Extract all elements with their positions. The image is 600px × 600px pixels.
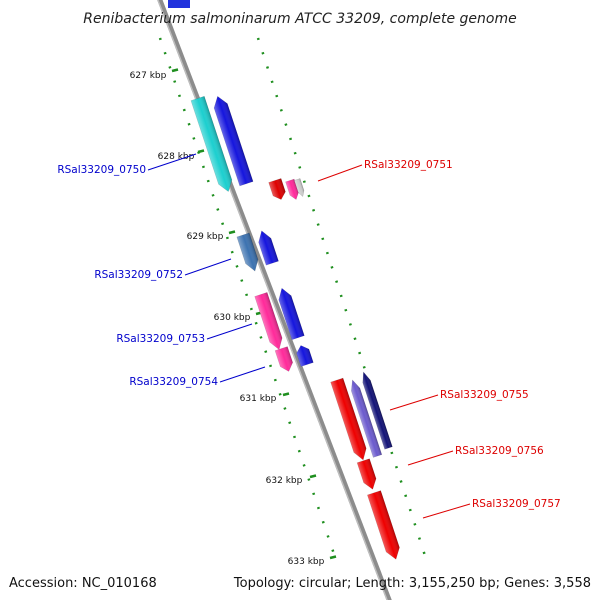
gene-arrow-shading [330,378,367,460]
kbp-ticks: 627 kbp 628 kbp 629 kbp 630 kbp 631 kbp 632 k… [130,68,337,567]
gene-feature-0755c [362,371,393,450]
genome-backbone-highlight [157,0,388,600]
gene-arrow-shading [294,178,304,197]
gene-label-rsal33209-0751[interactable]: RSal33209_0751 [364,159,453,171]
gene-arrow-shading [190,96,232,192]
kbp-tick-label: 629 kbp [187,232,224,242]
kbp-tick-mark [197,149,205,154]
gene-arrow-shading [214,96,254,186]
kbp-tick-label: 633 kbp [288,557,325,567]
gene-feature-0750b [213,95,254,187]
map-title: Renibacterium salmoninarum ATCC 33209, c… [83,11,516,27]
gene-feature-0756 [356,458,377,490]
kbp-tick-mark [228,230,236,235]
kbp-tick-mark [329,555,337,560]
gene-feature-0752 [236,232,259,272]
gene-leader-line [407,450,454,466]
gene-arrow-shading [351,380,382,458]
gene-leader-line [389,394,439,411]
gene-label-rsal33209-0752[interactable]: RSal33209_0752 [94,269,183,281]
gene-label-rsal33209-0755[interactable]: RSal33209_0755 [440,389,529,401]
gene-arrow-shading [268,178,286,200]
gene-feature-0754b [296,345,314,367]
gene-feature-0751 [268,178,286,200]
gene-feature-0754 [274,346,293,372]
clipped-gene-top [168,0,190,8]
kbp-tick-mark [309,474,317,479]
gene-leader-line [147,153,197,171]
genome-summary-text: Topology: circular; Length: 3,155,250 bp… [233,576,591,591]
gene-leader-line [219,366,266,383]
forward-tick-guide [158,37,338,561]
gene-label-rsal33209-0753[interactable]: RSal33209_0753 [116,333,205,345]
gene-feature-0751c [294,178,305,198]
gene-arrow-shading [357,458,377,490]
accession-text: Accession: NC_010168 [9,576,157,591]
gene-arrow-shading [362,372,393,450]
gene-leader-line [422,503,471,519]
kbp-tick-label: 631 kbp [240,394,277,404]
kbp-tick-label: 628 kbp [158,152,195,162]
kbp-tick-label: 627 kbp [130,71,167,81]
gene-feature-0753b [278,287,305,341]
gene-leader-line [206,323,253,340]
gene-feature-0750 [190,95,233,192]
gene-label-rsal33209-0757[interactable]: RSal33209_0757 [472,498,561,510]
gene-feature-0752b [258,230,279,266]
gene-feature-0755 [330,377,367,461]
gene-feature-0755b [351,379,383,458]
gene-feature-0757 [367,490,400,560]
gene-feature-0753 [254,292,283,350]
gene-labels: RSal33209_0750 RSal33209_0751 RSal33209_07… [57,153,561,519]
gene-leader-line [184,258,232,276]
kbp-tick-mark [282,392,290,397]
gene-arrow-shading [367,490,400,560]
gene-arrow-shading [258,230,279,266]
gene-label-rsal33209-0756[interactable]: RSal33209_0756 [455,445,544,457]
gene-arrow-shading [254,292,283,350]
gene-label-rsal33209-0754[interactable]: RSal33209_0754 [129,376,218,388]
kbp-tick-mark [171,68,179,73]
gene-features [190,95,400,560]
kbp-tick-label: 630 kbp [214,313,251,323]
gene-arrow-shading [236,232,258,272]
gene-arrow-shading [278,288,305,340]
gene-label-rsal33209-0750[interactable]: RSal33209_0750 [57,164,146,176]
kbp-tick-label: 632 kbp [266,476,303,486]
gene-feature-0751b [285,178,299,200]
gene-arrow-shading [285,179,299,200]
genome-backbone [157,0,392,600]
gene-arrow-shading [275,346,293,372]
gene-leader-line [317,164,363,182]
gene-arrow-shading [296,345,314,367]
